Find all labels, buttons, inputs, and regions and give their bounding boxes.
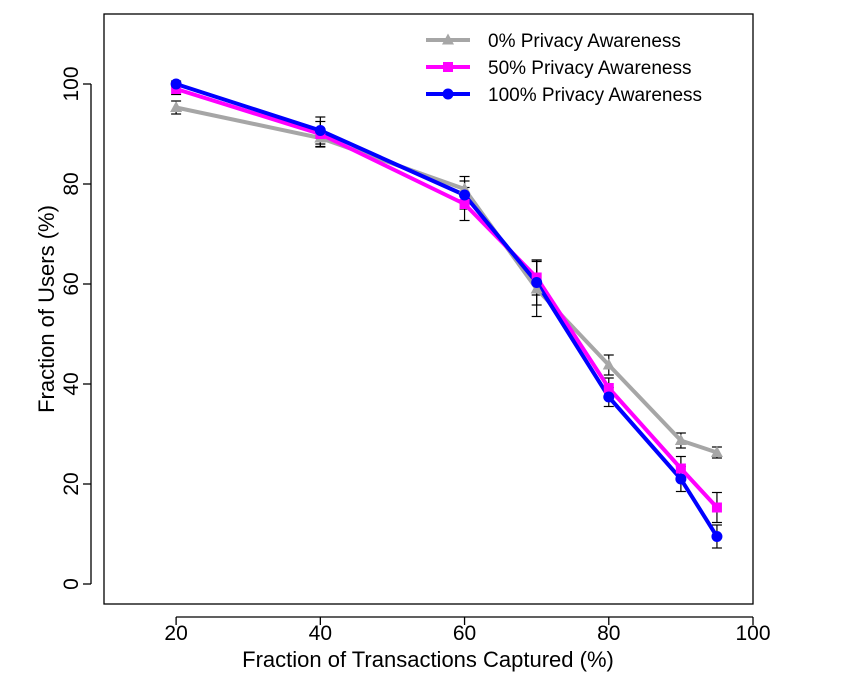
data-point bbox=[170, 101, 183, 112]
data-point bbox=[602, 358, 615, 370]
data-point bbox=[603, 383, 614, 393]
y-axis: 0 20 40 60 80 100 bbox=[60, 66, 92, 590]
data-point bbox=[459, 189, 471, 201]
y-axis-title: Fraction of Users (%) bbox=[34, 205, 59, 413]
y-tick-label: 20 bbox=[60, 472, 83, 495]
series-line-2 bbox=[175, 82, 719, 538]
data-point bbox=[675, 463, 686, 474]
data-point bbox=[675, 473, 687, 485]
data-point bbox=[170, 78, 182, 90]
plot-area-border bbox=[103, 13, 754, 605]
data-point bbox=[710, 446, 723, 457]
error-bars bbox=[171, 80, 722, 549]
x-tick-label: 60 bbox=[453, 622, 476, 645]
data-point bbox=[711, 531, 723, 542]
data-point bbox=[314, 125, 326, 136]
x-tick-label: 100 bbox=[735, 622, 770, 645]
data-point bbox=[459, 199, 470, 209]
legend-label: 50% Privacy Awareness bbox=[488, 58, 691, 79]
y-tick-label: 40 bbox=[60, 372, 83, 395]
y-tick-label: 80 bbox=[60, 172, 83, 195]
data-point bbox=[711, 502, 722, 513]
legend-marker bbox=[442, 88, 454, 100]
x-axis: 20 40 60 80 100 bbox=[164, 616, 771, 645]
legend-label: 0% Privacy Awareness bbox=[488, 31, 681, 52]
x-tick-label: 20 bbox=[164, 622, 187, 645]
x-axis-title: Fraction of Transactions Captured (%) bbox=[242, 647, 614, 672]
series-line-1 bbox=[175, 87, 719, 509]
data-point bbox=[674, 434, 687, 445]
legend: 0% Privacy Awareness 50% Privacy Awarenes… bbox=[426, 31, 702, 106]
x-tick-label: 40 bbox=[309, 622, 332, 645]
y-tick-label: 0 bbox=[60, 578, 83, 590]
data-point bbox=[531, 277, 543, 288]
data-point bbox=[603, 391, 615, 403]
y-tick-label: 100 bbox=[60, 66, 83, 101]
legend-label: 100% Privacy Awareness bbox=[488, 85, 702, 106]
markers bbox=[170, 78, 723, 542]
x-tick-label: 80 bbox=[597, 622, 620, 645]
series-line-0 bbox=[175, 105, 718, 455]
series-lines bbox=[175, 82, 719, 538]
legend-marker bbox=[442, 33, 454, 45]
legend-marker bbox=[443, 62, 453, 72]
y-tick-label: 60 bbox=[60, 272, 83, 295]
